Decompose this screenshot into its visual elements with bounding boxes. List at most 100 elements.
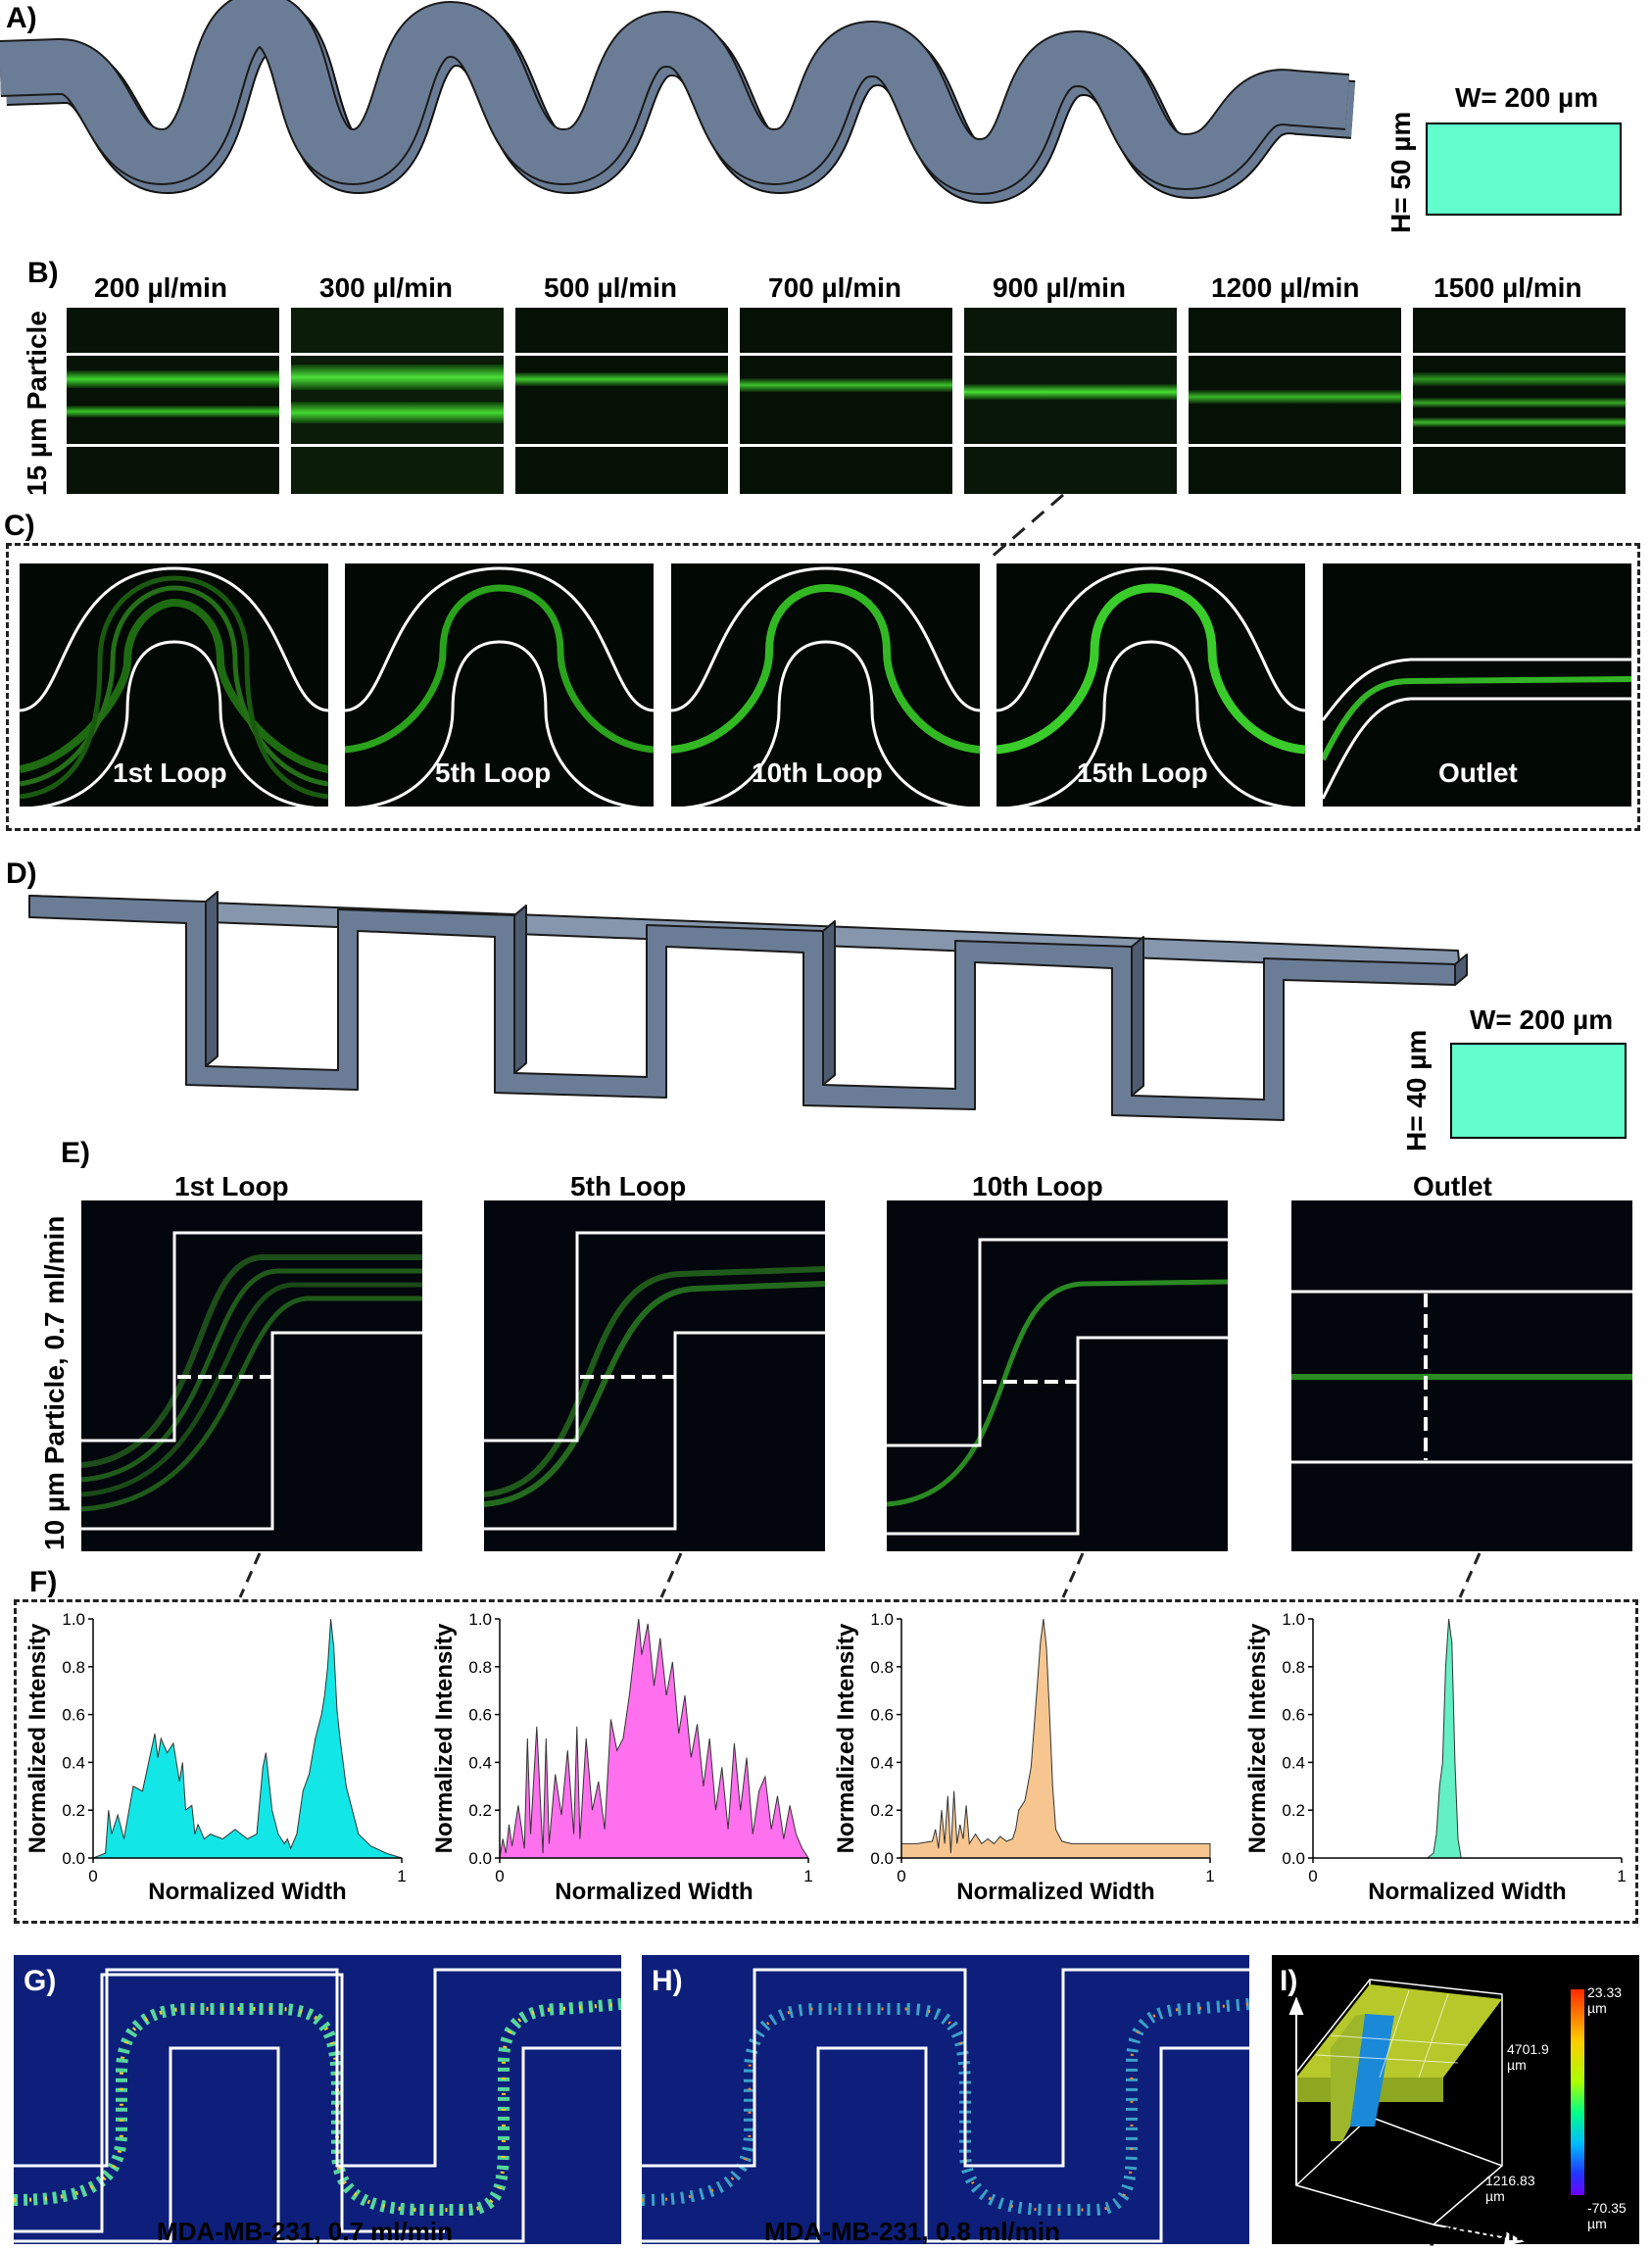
dimension-y-label: 4701.9 (1507, 2041, 1549, 2057)
profile-area (499, 1618, 809, 1859)
zoom-connector-bc (989, 493, 1064, 561)
y-tick-label: 0.8 (870, 1658, 894, 1677)
x-tick-label: 1 (397, 1867, 406, 1885)
panel-d-cross-section (1450, 1043, 1627, 1139)
profilometer-image: I) 23.33 µm -70.35 µm 4701.9 µm 1216.83 … (1272, 1955, 1639, 2247)
dimension-x-label: 1216.83 (1485, 2173, 1535, 2188)
x-axis-label: Normalized Width (1368, 1879, 1566, 1905)
flow-rate-label: 900 µl/min (993, 272, 1126, 303)
panel-a-cross-section (1426, 122, 1622, 216)
y-tick-label: 0.8 (468, 1658, 492, 1677)
x-tick-label: 1 (1205, 1867, 1214, 1885)
x-tick-label: 1 (803, 1867, 812, 1885)
e-loop-image-1 (81, 1200, 422, 1551)
loop-label: 15th Loop (1077, 758, 1208, 788)
panel-a-label: A) (6, 2, 37, 34)
colorbar-min-label: -70.35 (1587, 2200, 1627, 2216)
panel-f-label: F) (29, 1566, 58, 1598)
outlet-image-c: Outlet (1323, 563, 1631, 807)
y-tick-label: 1.0 (1282, 1610, 1305, 1629)
zoom-connectors-ef (238, 1552, 1482, 1598)
x-tick-label: 0 (1308, 1867, 1317, 1885)
colorbar-max-unit: µm (1587, 2000, 1607, 2016)
flow-image-1200 (1189, 308, 1401, 494)
y-tick-label: 0.4 (1282, 1753, 1305, 1772)
profile-chart-3: 0.0 0.2 0.4 0.6 0.8 1.0 0 1 Normalized Width Norm… (833, 1610, 1215, 1905)
loop-image-5: 5th Loop (345, 563, 654, 807)
loop-image-10: 10th Loop (671, 563, 980, 807)
serpentine-channel-3d (0, 0, 1356, 204)
x-tick-label: 1 (1617, 1867, 1626, 1885)
profile-chart-2: 0.0 0.2 0.4 0.6 0.8 1.0 0 1 Normalized Width Norm… (431, 1610, 813, 1905)
e-outlet-image (1291, 1200, 1632, 1551)
colorbar (1571, 1989, 1584, 2195)
panel-e-ylabel: 10 µm Particle, 0.7 ml/min (39, 1215, 70, 1550)
panel-c-frame (6, 543, 1640, 831)
loop-label: Outlet (1438, 758, 1518, 788)
panel-i-caption: Surface profilometer (1328, 2217, 1578, 2246)
y-tick-label: 0.0 (62, 1849, 85, 1868)
flow-image-200 (67, 308, 279, 494)
y-axis-label: Normalized Intensity (24, 1623, 51, 1853)
profile-area (92, 1618, 403, 1859)
cell-image-07: G) (14, 1955, 621, 2244)
square-wave-channel-3d (28, 891, 1468, 1121)
panel-e-title: 10th Loop (972, 1171, 1103, 1201)
flow-rate-label: 1500 µl/min (1433, 272, 1582, 303)
panel-e-title: 5th Loop (570, 1171, 687, 1201)
flow-image-900 (964, 308, 1177, 494)
y-tick-label: 0.4 (870, 1753, 894, 1772)
colorbar-max-label: 23.33 (1587, 1984, 1623, 2000)
loop-label: 1st Loop (113, 758, 227, 788)
flow-image-500 (515, 308, 728, 494)
e-loop-image-5 (484, 1200, 825, 1551)
y-tick-label: 0.2 (870, 1801, 894, 1820)
loop-image-15: 15th Loop (996, 563, 1305, 807)
y-tick-label: 0.2 (62, 1801, 85, 1820)
panel-d-width-label: W= 200 µm (1470, 1004, 1614, 1035)
loop-label: 5th Loop (435, 758, 552, 788)
x-axis-label: Normalized Width (148, 1879, 346, 1905)
y-tick-label: 0.0 (870, 1849, 894, 1868)
panel-g-caption: MDA-MB-231, 0.7 ml/min (157, 2217, 453, 2246)
flow-image-300 (291, 308, 504, 494)
panel-e-title: 1st Loop (174, 1171, 289, 1201)
profile-chart-4: 0.0 0.2 0.4 0.6 0.8 1.0 0 1 Normalized Width Norm… (1244, 1610, 1627, 1905)
y-tick-label: 0.2 (1282, 1801, 1305, 1820)
flow-rate-label: 700 µl/min (768, 272, 901, 303)
loop-image-1: 1st Loop (20, 563, 328, 807)
y-tick-label: 0.6 (62, 1706, 85, 1725)
flow-rate-label: 200 µl/min (94, 272, 227, 303)
flow-rate-label: 500 µl/min (544, 272, 677, 303)
panel-h-caption: MDA-MB-231, 0.8 ml/min (764, 2217, 1060, 2246)
x-tick-label: 0 (88, 1867, 97, 1885)
panel-h-label: H) (652, 1965, 683, 1997)
panel-e-label: E) (61, 1137, 90, 1169)
colorbar-min-unit: µm (1587, 2216, 1607, 2231)
y-tick-label: 0.0 (1282, 1849, 1305, 1868)
x-tick-label: 0 (897, 1867, 905, 1885)
flow-rate-label: 1200 µl/min (1211, 272, 1360, 303)
y-tick-label: 0.8 (62, 1658, 85, 1677)
y-tick-label: 0.6 (468, 1706, 492, 1725)
cell-image-08: H) (642, 1955, 1249, 2244)
y-tick-label: 1.0 (870, 1610, 894, 1629)
profile-area (900, 1618, 1211, 1859)
e-loop-image-10 (887, 1200, 1228, 1551)
profile-area (1313, 1618, 1622, 1859)
y-axis-label: Normalized Intensity (833, 1623, 859, 1853)
y-tick-label: 0.2 (468, 1801, 492, 1820)
y-tick-label: 1.0 (468, 1610, 492, 1629)
panel-b-label: B) (27, 257, 59, 289)
panel-d-height-label: H= 40 µm (1401, 1029, 1432, 1151)
panel-a-width-label: W= 200 µm (1455, 82, 1599, 113)
flow-rate-label: 300 µl/min (319, 272, 453, 303)
y-tick-label: 1.0 (62, 1610, 85, 1629)
panel-g-label: G) (24, 1965, 57, 1997)
loop-label: 10th Loop (752, 758, 883, 788)
panel-f-frame (14, 1599, 1638, 1924)
x-axis-label: Normalized Width (956, 1879, 1154, 1905)
panel-d-label: D) (6, 857, 37, 890)
x-axis-label: Normalized Width (555, 1879, 753, 1905)
profile-chart-1: 0.0 0.2 0.4 0.6 0.8 1.0 0 1 Normalized Width Norm… (24, 1610, 407, 1905)
